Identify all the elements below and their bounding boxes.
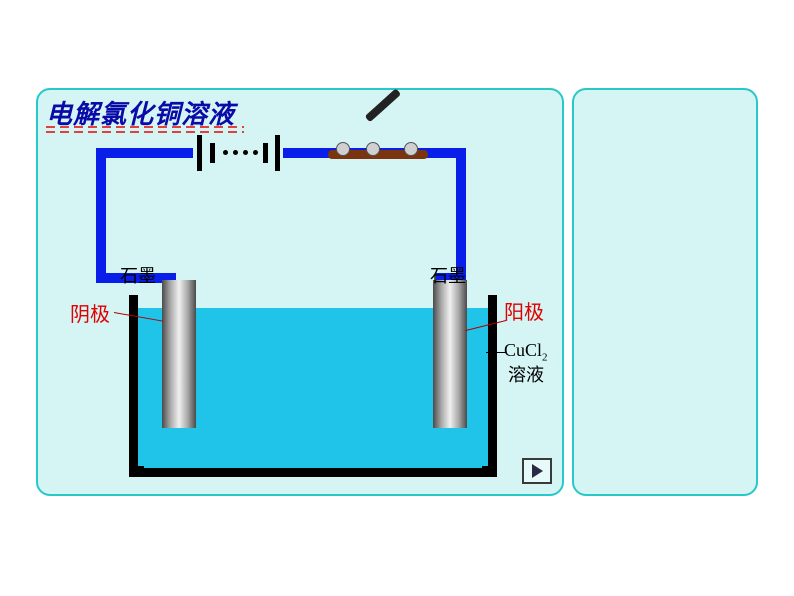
wire-left-vertical [96,148,106,283]
title-underline [46,126,244,134]
solution-leader [486,352,506,353]
solution-label: CuCl2 溶液 [504,340,548,386]
switch-symbol [328,118,438,166]
left-material-label: 石墨 [120,262,156,288]
cathode-label: 阴极 [70,298,110,327]
next-button[interactable] [522,458,552,484]
solution-formula: CuCl2 [504,340,548,360]
play-icon [532,464,543,478]
battery-symbol [193,135,283,171]
solution-word: 溶液 [508,365,544,385]
beaker-left-wall [129,295,138,475]
anode-electrode [433,280,467,428]
right-material-label: 石墨 [430,262,466,288]
anode-label: 阳极 [504,296,544,325]
beaker-bottom [129,468,497,477]
main-diagram-panel: 电解氯化铜溶液 石墨 石墨 阴极 阳极 [36,88,564,496]
side-panel [572,88,758,496]
cathode-electrode [162,280,196,428]
